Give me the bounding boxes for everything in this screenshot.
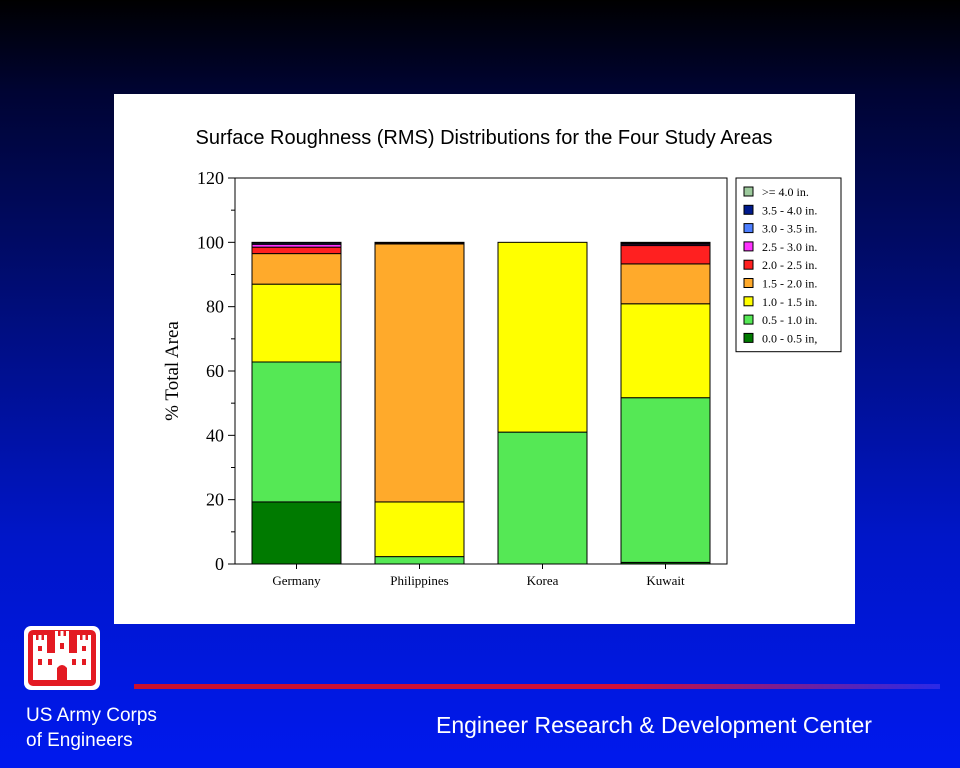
legend-swatch (743, 296, 754, 307)
footer-divider (134, 684, 940, 689)
bar-segment (620, 303, 711, 399)
y-tick-label: 120 (197, 168, 224, 188)
chart-panel: Surface Roughness (RMS) Distributions fo… (114, 94, 855, 624)
legend-swatch (743, 204, 754, 215)
legend-label: 0.5 - 1.0 in. (762, 313, 817, 327)
org-name-line2: of Engineers (26, 730, 133, 751)
x-tick-label: Kuwait (646, 573, 685, 588)
bar-segment (620, 241, 711, 244)
x-tick-label: Germany (272, 573, 321, 588)
bar-segment (251, 361, 342, 503)
bar-segment (497, 431, 588, 565)
legend-swatch (743, 241, 754, 252)
legend-swatch (743, 314, 754, 325)
bar-segment (251, 501, 342, 565)
bar-segment (374, 556, 465, 565)
y-tick-label: 80 (206, 297, 224, 317)
legend-label: 2.5 - 3.0 in. (762, 240, 817, 254)
y-tick-label: 0 (215, 554, 224, 574)
bar-segment (374, 501, 465, 558)
y-tick-label: 40 (206, 425, 224, 445)
stacked-bar-chart: Surface Roughness (RMS) Distributions fo… (162, 127, 842, 588)
org-name-line1: US Army Corps (26, 705, 157, 726)
bar-segment (251, 241, 342, 244)
legend-swatch (743, 278, 754, 288)
bar-segment (251, 253, 342, 285)
legend-label: 2.0 - 2.5 in. (762, 258, 817, 272)
x-tick-label: Philippines (390, 573, 449, 588)
castle-logo-icon (24, 626, 100, 690)
legend-label: 1.0 - 1.5 in. (762, 295, 817, 309)
legend-label: 3.0 - 3.5 in. (762, 222, 817, 236)
y-axis-title: % Total Area (162, 321, 183, 421)
x-tick-label: Korea (527, 573, 559, 588)
center-name: Engineer Research & Development Center (436, 712, 872, 738)
bar-segment (620, 245, 711, 265)
bar-segment (620, 263, 711, 305)
legend-label: 3.5 - 4.0 in. (762, 203, 817, 217)
legend-label: >= 4.0 in. (762, 185, 809, 199)
y-tick-label: 100 (197, 232, 224, 252)
legend-label: 0.0 - 0.5 in, (762, 331, 817, 345)
bar-segment (497, 241, 588, 433)
bar-segment (251, 283, 342, 363)
y-tick-label: 20 (206, 490, 224, 510)
y-tick-label: 60 (206, 361, 224, 381)
legend-label: 1.5 - 2.0 in. (762, 277, 817, 291)
bar-segment (374, 241, 465, 244)
legend-swatch (743, 332, 754, 343)
legend-swatch (743, 186, 754, 197)
bar-segment (620, 397, 711, 563)
legend-swatch (743, 223, 754, 234)
chart-title: Surface Roughness (RMS) Distributions fo… (196, 127, 773, 149)
bar-segment (251, 246, 342, 255)
bar-segment (374, 243, 465, 503)
org-name: US Army Corps of Engineers (26, 703, 226, 753)
legend-swatch (743, 259, 754, 270)
